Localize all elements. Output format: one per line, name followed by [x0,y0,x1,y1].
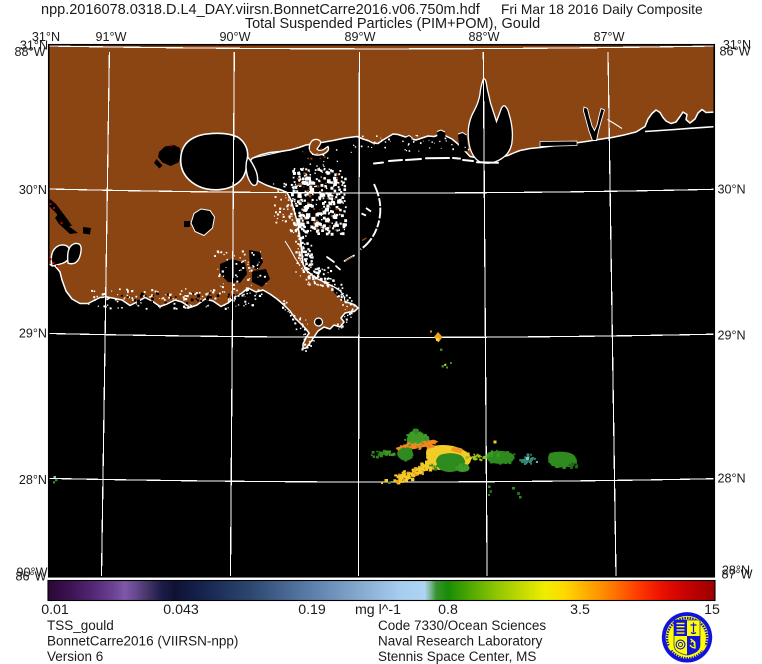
svg-text:npp.2016078.0318.D.L4_DAY.viir: npp.2016078.0318.D.L4_DAY.viirsn.BonnetC… [41,2,481,18]
svg-text:BonnetCarre2016 (VIIRSN-npp): BonnetCarre2016 (VIIRSN-npp) [47,634,238,649]
svg-text:0.19: 0.19 [298,602,326,618]
svg-text:30°N: 30°N [718,183,746,197]
svg-text:88°W: 88°W [469,30,500,44]
svg-text:86°W: 86°W [16,570,47,584]
svg-text:87°W: 87°W [594,30,625,44]
svg-text:Fri Mar 18 2016 Daily Composit: Fri Mar 18 2016 Daily Composite [501,2,703,17]
svg-text:0.01: 0.01 [41,602,69,618]
svg-text:86°W: 86°W [720,45,751,59]
svg-text:30°N: 30°N [19,183,47,197]
svg-text:28°N: 28°N [19,473,47,487]
svg-text:0.043: 0.043 [163,602,199,618]
svg-text:87°W: 87°W [722,568,753,582]
svg-text:TSS_gould: TSS_gould [47,618,114,633]
svg-text:31°N: 31°N [20,39,48,53]
svg-text:31°N: 31°N [32,30,60,44]
svg-text:31°N: 31°N [723,38,751,52]
svg-text:Naval Research Laboratory: Naval Research Laboratory [378,634,543,649]
svg-text:90°W: 90°W [220,30,251,44]
svg-text:mg l^-1: mg l^-1 [355,602,401,618]
svg-text:0.8: 0.8 [438,602,458,618]
svg-text:28°N: 28°N [718,472,746,486]
svg-text:90°W: 90°W [17,566,48,580]
svg-text:Total Suspended Particles (PIM: Total Suspended Particles (PIM+POM), Gou… [245,16,540,32]
svg-text:3.5: 3.5 [570,602,590,618]
svg-text:Version 6: Version 6 [47,649,103,664]
svg-text:28°N: 28°N [722,564,750,578]
svg-text:Code 7330/Ocean Sciences: Code 7330/Ocean Sciences [378,618,546,633]
svg-text:89°W: 89°W [345,30,376,44]
svg-text:15: 15 [704,602,720,618]
svg-text:29°N: 29°N [19,327,47,341]
svg-text:88°W: 88°W [15,45,46,59]
svg-text:91°W: 91°W [96,30,127,44]
svg-text:Stennis Space Center, MS: Stennis Space Center, MS [378,649,536,664]
svg-text:29°N: 29°N [718,329,746,343]
